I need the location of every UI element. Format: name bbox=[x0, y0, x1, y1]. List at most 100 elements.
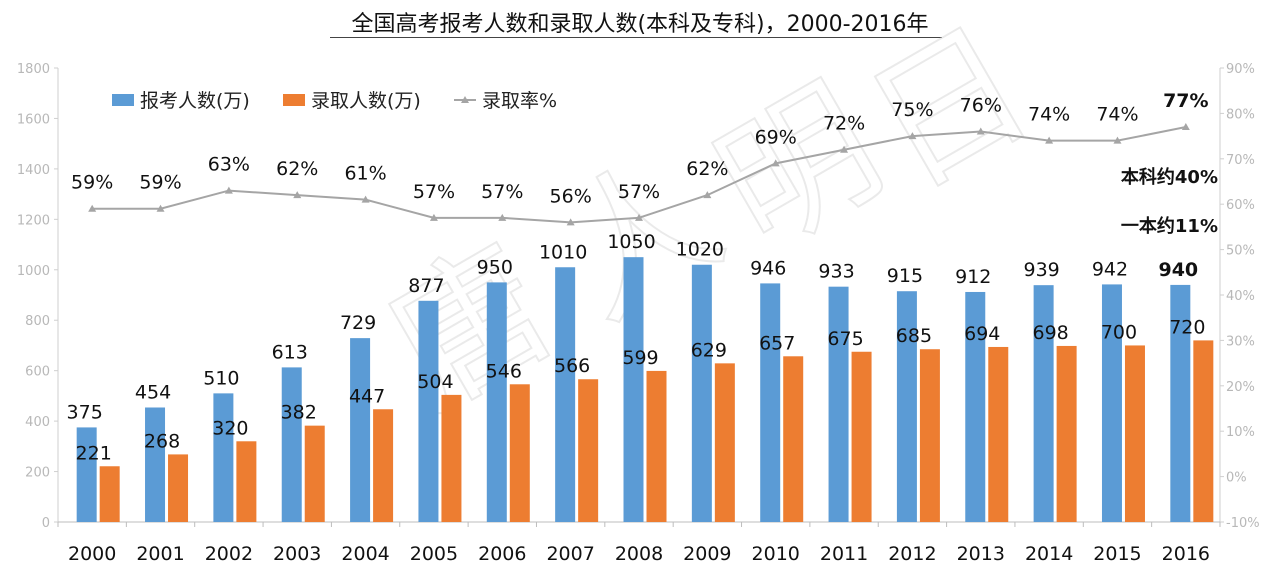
bar-admitted bbox=[783, 356, 804, 522]
data-label-admitted: 629 bbox=[691, 339, 727, 361]
bar-admitted bbox=[988, 346, 1009, 522]
right-tick-label: -10% bbox=[1226, 516, 1260, 531]
data-label-admitted: 566 bbox=[554, 355, 590, 377]
rate-point bbox=[156, 204, 165, 212]
left-tick-label: 600 bbox=[25, 365, 50, 380]
x-tick-label: 2000 bbox=[68, 543, 116, 565]
annotations: 本科约40% 一本约11% bbox=[1121, 166, 1218, 237]
data-label-rate: 57% bbox=[481, 181, 523, 203]
bar-admitted bbox=[509, 384, 530, 522]
bar-admitted bbox=[1124, 345, 1145, 522]
data-label-rate: 75% bbox=[891, 99, 933, 121]
data-label-applicants: 915 bbox=[887, 265, 923, 287]
rate-point bbox=[224, 186, 233, 194]
data-label-rate: 62% bbox=[276, 158, 318, 180]
title-underline bbox=[330, 37, 942, 38]
data-label-rate: 61% bbox=[344, 163, 386, 185]
rate-line bbox=[88, 123, 1190, 226]
bar-admitted bbox=[714, 363, 735, 522]
data-labels: 375 454 510 613 729 877 950 1010 1050 1020 946 933 9… bbox=[67, 90, 1209, 464]
data-label-applicants: 510 bbox=[203, 367, 239, 389]
bar-admitted bbox=[168, 454, 189, 522]
legend-label: 录取率% bbox=[482, 90, 557, 112]
right-tick-label: 80% bbox=[1226, 107, 1255, 122]
data-label-admitted: 268 bbox=[144, 430, 180, 452]
x-tick-label: 2015 bbox=[1093, 543, 1141, 565]
x-tick-label: 2006 bbox=[478, 543, 526, 565]
data-label-rate: 56% bbox=[550, 185, 592, 207]
data-label-rate: 57% bbox=[618, 181, 660, 203]
bar-admitted bbox=[578, 379, 599, 522]
bar-admitted bbox=[646, 370, 667, 522]
rate-point bbox=[840, 145, 849, 153]
x-tick-label: 2004 bbox=[341, 543, 389, 565]
left-tick-label: 200 bbox=[25, 466, 50, 481]
data-label-rate: 59% bbox=[139, 172, 181, 194]
legend: 报考人数(万) 录取人数(万) 录取率% bbox=[112, 90, 557, 112]
legend-swatch-admitted bbox=[283, 94, 305, 106]
bar-admitted bbox=[441, 394, 462, 522]
x-tick-label: 2012 bbox=[888, 543, 936, 565]
data-label-rate: 69% bbox=[755, 126, 797, 148]
data-label-rate: 63% bbox=[208, 154, 250, 176]
right-tick-label: 40% bbox=[1226, 289, 1255, 304]
rate-point bbox=[566, 218, 575, 226]
legend-marker-rate bbox=[461, 96, 469, 103]
bar-admitted bbox=[236, 441, 257, 522]
bar-applicants bbox=[281, 367, 302, 522]
bar-applicants bbox=[760, 283, 781, 522]
bar-applicants bbox=[1170, 284, 1191, 522]
data-label-admitted: 320 bbox=[212, 417, 248, 439]
data-label-applicants: 613 bbox=[272, 341, 308, 363]
rate-point bbox=[1045, 136, 1054, 144]
data-label-applicants: 946 bbox=[750, 257, 786, 279]
bar-admitted bbox=[373, 409, 394, 522]
left-tick-label: 1600 bbox=[17, 112, 50, 127]
x-tick-label: 2005 bbox=[410, 543, 458, 565]
data-label-applicants: 1050 bbox=[607, 231, 655, 253]
rate-point bbox=[498, 213, 507, 221]
rate-point bbox=[908, 132, 917, 140]
bar-applicants bbox=[896, 291, 917, 522]
right-tick-label: 50% bbox=[1226, 244, 1255, 259]
data-label-admitted: 599 bbox=[622, 347, 658, 369]
right-tick-label: 70% bbox=[1226, 153, 1255, 168]
right-tick-label: 10% bbox=[1226, 425, 1255, 440]
left-tick-label: 1000 bbox=[17, 264, 50, 279]
bar-applicants bbox=[691, 264, 712, 522]
x-tick-label: 2003 bbox=[273, 543, 321, 565]
data-label-admitted: 700 bbox=[1101, 321, 1137, 343]
data-label-admitted: 685 bbox=[896, 325, 932, 347]
right-tick-label: 20% bbox=[1226, 380, 1255, 395]
legend-label: 录取人数(万) bbox=[311, 90, 421, 112]
data-label-rate: 57% bbox=[413, 181, 455, 203]
data-label-applicants: 1010 bbox=[539, 241, 587, 263]
rate-point bbox=[293, 191, 302, 199]
data-label-admitted: 447 bbox=[349, 385, 385, 407]
data-label-applicants: 950 bbox=[477, 256, 513, 278]
data-label-rate: 77% bbox=[1163, 90, 1208, 112]
legend-label: 报考人数(万) bbox=[140, 90, 250, 112]
data-label-applicants: 729 bbox=[340, 312, 376, 334]
bar-applicants bbox=[350, 338, 371, 522]
bar-applicants bbox=[1033, 285, 1054, 522]
bar-applicants bbox=[828, 286, 849, 522]
bar-applicants bbox=[965, 291, 986, 522]
chart-title: 全国高考报考人数和录取人数(本科及专科)，2000-2016年 bbox=[351, 12, 929, 37]
rate-point bbox=[703, 191, 712, 199]
rate-point bbox=[1181, 123, 1190, 131]
rate-point bbox=[361, 195, 370, 203]
bar-admitted bbox=[304, 425, 325, 522]
right-tick-label: 60% bbox=[1226, 198, 1255, 213]
data-label-applicants: 375 bbox=[67, 401, 103, 423]
data-label-admitted: 382 bbox=[281, 402, 317, 424]
data-label-applicants: 912 bbox=[955, 266, 991, 288]
x-tick-label: 2007 bbox=[546, 543, 594, 565]
x-tick-label: 2013 bbox=[957, 543, 1005, 565]
data-label-applicants: 1020 bbox=[676, 239, 724, 261]
left-tick-label: 400 bbox=[25, 415, 50, 430]
left-tick-label: 0 bbox=[42, 516, 50, 531]
data-label-admitted: 698 bbox=[1032, 322, 1068, 344]
data-label-rate: 62% bbox=[686, 158, 728, 180]
data-label-applicants: 942 bbox=[1092, 258, 1128, 280]
